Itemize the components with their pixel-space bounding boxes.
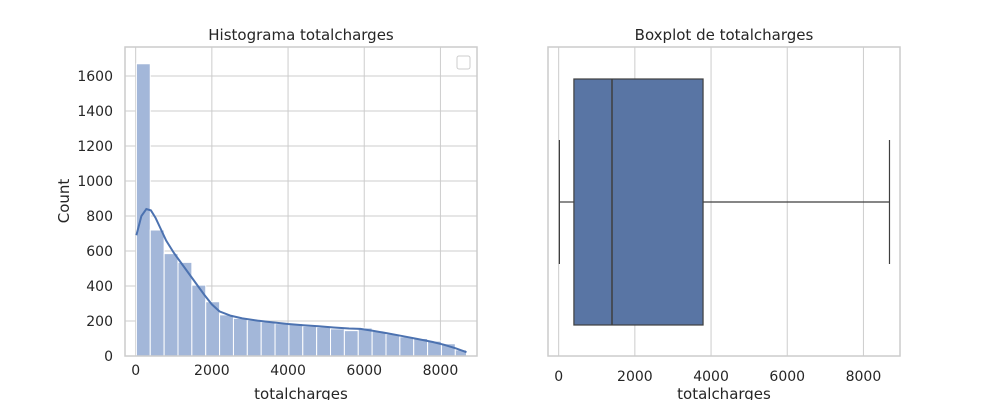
y-tick-label: 1000 [77, 174, 113, 190]
x-tick-label: 6000 [769, 369, 805, 385]
boxplot-x-axis-label: totalcharges [677, 385, 771, 400]
histogram-bar [316, 326, 332, 357]
histogram-bar [330, 328, 345, 357]
histogram-bar [357, 327, 373, 357]
iqr-box [573, 78, 704, 326]
y-tick-label: 400 [86, 279, 113, 295]
boxplot-marks [558, 78, 891, 326]
y-tick-label: 1200 [77, 139, 113, 155]
histogram-bar [302, 325, 318, 357]
histogram-frame [124, 46, 478, 357]
y-tick-label: 1400 [77, 104, 113, 120]
histogram-bar [163, 253, 179, 357]
x-tick-label: 0 [131, 363, 140, 379]
legend-box [456, 55, 471, 70]
boxplot-panel: 0 2000 4000 6000 8000 Boxplot de totalcharge… [547, 26, 901, 400]
histogram-panel: 0 2000 4000 6000 8000 0 200 400 600 800 1000 1200 1… [55, 26, 478, 400]
x-tick-label: 4000 [270, 363, 306, 379]
histogram-bar [149, 229, 165, 357]
histogram-bar [288, 323, 304, 357]
x-tick-label: 2000 [617, 369, 653, 385]
boxplot-frame [547, 46, 901, 357]
histogram-y-tick-labels: 0 200 400 600 800 1000 1200 1400 1600 [77, 69, 113, 365]
x-tick-label: 0 [554, 369, 563, 385]
histogram-title: Histograma totalcharges [208, 26, 394, 44]
boxplot-x-tick-labels: 0 2000 4000 6000 8000 [554, 369, 881, 385]
histogram-bar [399, 336, 415, 357]
y-tick-label: 200 [86, 314, 113, 330]
histogram-bar [274, 323, 290, 357]
kde-curve [135, 207, 467, 354]
y-tick-label: 1600 [77, 69, 113, 85]
histogram-x-tick-labels: 0 2000 4000 6000 8000 [131, 363, 458, 379]
histogram-bar [260, 321, 276, 357]
histogram-bar [343, 330, 359, 357]
histogram-bar [232, 317, 248, 357]
histogram-bar [246, 319, 262, 357]
histogram-bar [371, 331, 387, 357]
y-tick-label: 0 [104, 349, 113, 365]
boxplot-title: Boxplot de totalcharges [635, 26, 814, 44]
histogram-bar [385, 333, 401, 357]
x-tick-label: 2000 [194, 363, 230, 379]
y-tick-label: 800 [86, 209, 113, 225]
x-tick-label: 4000 [693, 369, 729, 385]
histogram-y-axis-label: Count [55, 179, 73, 224]
y-tick-label: 600 [86, 244, 113, 260]
histogram-x-axis-label: totalcharges [254, 385, 348, 400]
x-tick-label: 6000 [346, 363, 382, 379]
histogram-bar [191, 284, 207, 357]
x-tick-label: 8000 [423, 363, 459, 379]
x-tick-label: 8000 [846, 369, 882, 385]
histogram-bar [219, 314, 234, 357]
